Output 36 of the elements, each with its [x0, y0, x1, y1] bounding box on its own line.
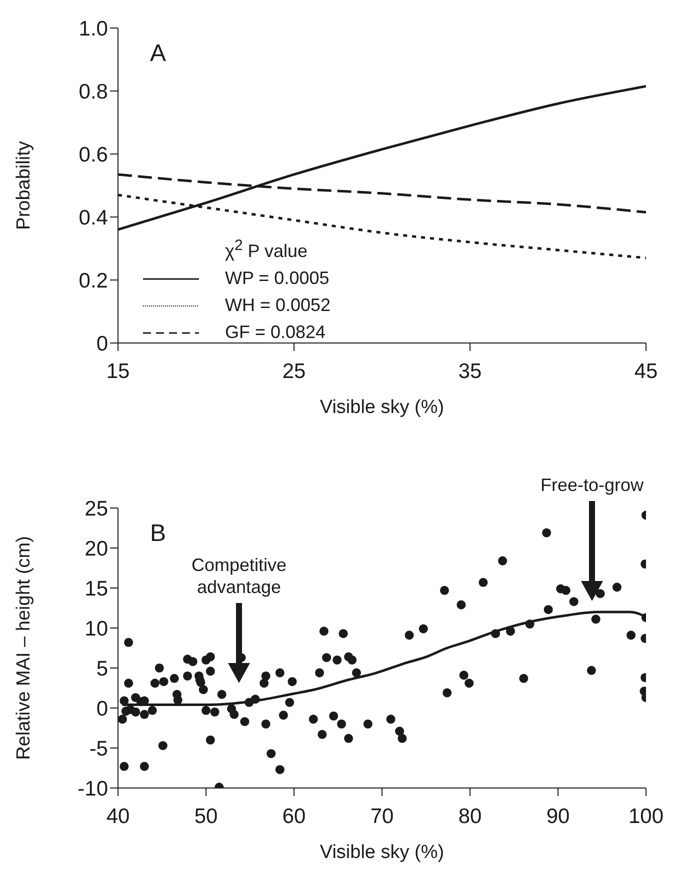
- x-tick-label: 40: [106, 804, 130, 828]
- y-tick-label: 10: [84, 617, 108, 640]
- y-tick-label: 0.8: [78, 80, 108, 104]
- legend-label: WH = 0.0052: [225, 294, 331, 317]
- y-tick-label: -10: [78, 777, 108, 800]
- x-tick-label: 80: [458, 804, 482, 828]
- y-axis-title: Relative MAI – height (cm): [14, 536, 35, 760]
- annotation: A: [150, 40, 166, 68]
- y-tick-label: 25: [84, 497, 108, 520]
- x-tick-label: 45: [634, 360, 658, 383]
- x-tick-label: 25: [282, 360, 306, 383]
- y-tick-label: 15: [84, 577, 108, 600]
- x-axis-title: Visible sky (%): [320, 842, 444, 863]
- x-tick-label: 100: [628, 804, 664, 828]
- x-tick-label: 90: [546, 804, 570, 828]
- y-tick-label: 0: [96, 332, 108, 356]
- text: Free-to-grow: [540, 475, 645, 495]
- y-tick-label: 20: [84, 537, 108, 560]
- y-tick-label: 1.0: [78, 17, 108, 40]
- y-tick-label: -5: [89, 737, 108, 760]
- x-tick-label: 70: [370, 804, 394, 828]
- y-tick-label: 0.6: [78, 143, 108, 166]
- y-tick-label: 0.2: [78, 269, 108, 292]
- legend-label: WP = 0.0005: [225, 267, 330, 290]
- legend-title: χ$^{2}$ P value: [224, 236, 309, 263]
- x-tick-label: 60: [282, 804, 306, 828]
- x-axis-title: Visible sky (%): [320, 397, 444, 418]
- y-tick-label: 0.4: [78, 206, 108, 230]
- x-tick-label: 50: [194, 804, 218, 828]
- x-tick-label: 35: [458, 360, 482, 383]
- y-tick-label: 0: [96, 697, 108, 720]
- y-tick-label: 5: [96, 657, 108, 680]
- y-axis-title: Probability: [14, 140, 35, 230]
- legend-label: GF = 0.0824: [225, 321, 326, 344]
- annotation: B: [150, 520, 166, 548]
- annotation: Competitive advantage: [191, 555, 287, 597]
